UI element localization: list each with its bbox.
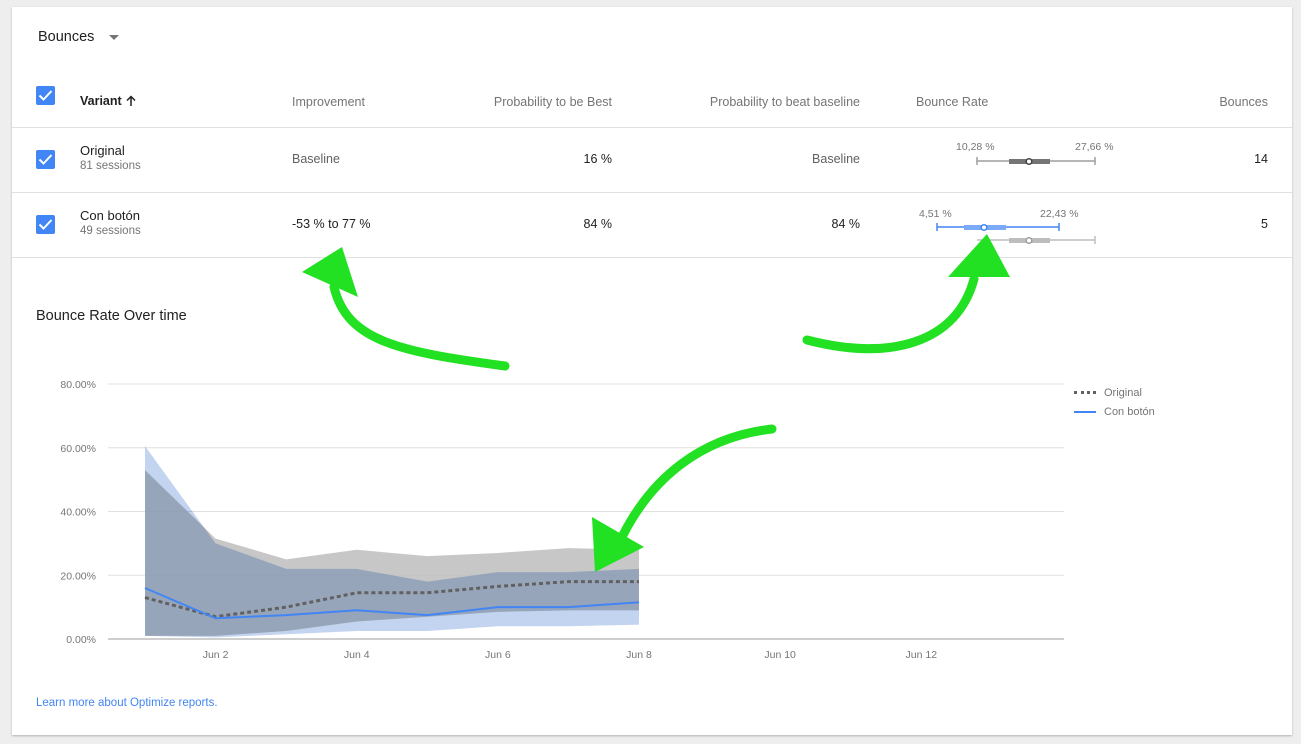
- divider: [12, 192, 1292, 193]
- probability-beat-value: Baseline: [812, 152, 860, 166]
- probability-best-value: 16 %: [583, 152, 613, 166]
- x-tick-label: Jun 12: [906, 649, 938, 661]
- x-tick-label: Jun 2: [203, 649, 229, 661]
- column-header-bounces[interactable]: Bounces: [1219, 95, 1268, 109]
- confidence-band-con-boton: [145, 446, 639, 638]
- dotted-line-icon: [1074, 391, 1096, 394]
- solid-line-icon: [1074, 410, 1096, 413]
- y-tick-label: 80.00%: [60, 379, 96, 391]
- bounces-value: 14: [1254, 152, 1268, 166]
- improvement-value: Baseline: [292, 152, 340, 166]
- variant-cell: Original 81 sessions: [80, 143, 141, 172]
- ci-high-label: 27,66 %: [1075, 141, 1114, 153]
- table-header-row: Variant Improvement Probability to be Be…: [12, 69, 1292, 127]
- chart-legend: Original Con botón: [1074, 383, 1155, 421]
- variant-sessions: 81 sessions: [80, 160, 141, 172]
- bounces-value: 5: [1261, 217, 1268, 231]
- annotation-arrow-icon: [302, 247, 510, 371]
- select-all-checkbox[interactable]: [36, 86, 55, 105]
- variant-sessions: 49 sessions: [80, 225, 141, 237]
- column-header-improvement[interactable]: Improvement: [292, 95, 365, 109]
- bounce-rate-interval: [976, 157, 1096, 166]
- chevron-down-icon: [109, 34, 120, 40]
- series-line-original: [144, 580, 639, 619]
- learn-more-link[interactable]: Learn more about Optimize reports.: [36, 697, 218, 709]
- improvement-value: -53 % to 77 %: [292, 217, 371, 231]
- chart-title: Bounce Rate Over time: [36, 308, 187, 324]
- divider: [12, 127, 1292, 128]
- variant-name: Original: [80, 143, 125, 158]
- legend-item-original[interactable]: Original: [1074, 383, 1155, 402]
- sort-ascending-icon: [126, 95, 136, 106]
- row-checkbox-original[interactable]: [36, 150, 55, 169]
- x-tick-label: Jun 8: [626, 649, 652, 661]
- column-header-probability-beat-baseline[interactable]: Probability to beat baseline: [709, 95, 860, 109]
- row-checkbox-con-boton[interactable]: [36, 215, 55, 234]
- y-tick-label: 20.00%: [60, 570, 96, 582]
- ci-low-label: 4,51 %: [919, 208, 952, 220]
- metric-dropdown[interactable]: Bounces: [38, 26, 120, 48]
- x-tick-label: Jun 10: [764, 649, 796, 661]
- column-header-probability-best[interactable]: Probability to be Best: [493, 95, 612, 109]
- legend-label: Original: [1104, 386, 1142, 399]
- legend-label: Con botón: [1104, 405, 1155, 418]
- variant-cell: Con botón 49 sessions: [80, 208, 141, 237]
- table-row: Original 81 sessions Baseline 16 % Basel…: [12, 128, 1292, 192]
- variant-name: Con botón: [80, 208, 140, 223]
- column-header-bounce-rate[interactable]: Bounce Rate: [916, 95, 989, 109]
- divider: [12, 257, 1292, 258]
- y-tick-label: 0.00%: [66, 634, 96, 646]
- x-tick-label: Jun 6: [485, 649, 511, 661]
- ci-low-label: 10,28 %: [956, 141, 995, 153]
- probability-best-value: 84 %: [583, 217, 613, 231]
- bounce-rate-chart: 0.00% 20.00% 40.00% 60.00% 80.00% Jun 2 Jun 4 J…: [60, 379, 1064, 661]
- series-line-con-boton: [144, 587, 640, 620]
- y-tick-label: 60.00%: [60, 443, 96, 455]
- experiment-report-card: Bounces Variant Improvement Probability …: [12, 7, 1292, 735]
- x-tick-label: Jun 4: [344, 649, 370, 661]
- table-row: Con botón 49 sessions -53 % to 77 % 84 %…: [12, 193, 1292, 257]
- metric-dropdown-label: Bounces: [38, 29, 95, 45]
- column-header-variant-label: Variant: [80, 94, 122, 108]
- bounce-rate-interval: [936, 223, 1096, 245]
- probability-beat-value: 84 %: [831, 217, 861, 231]
- ci-high-label: 22,43 %: [1040, 208, 1079, 220]
- legend-item-con-boton[interactable]: Con botón: [1074, 402, 1155, 421]
- y-tick-label: 40.00%: [60, 507, 96, 519]
- column-header-variant[interactable]: Variant: [80, 94, 136, 108]
